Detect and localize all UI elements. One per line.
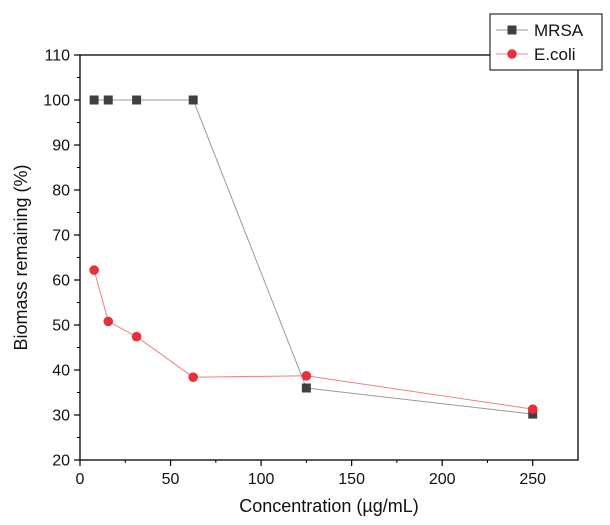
data-point-e-coli	[131, 331, 142, 342]
y-tick-label: 20	[52, 453, 70, 470]
legend-label-e-coli: E.coli	[534, 45, 576, 64]
legend: MRSA E.coli	[489, 13, 603, 71]
x-tick-label: 200	[429, 471, 456, 488]
data-point-e-coli	[89, 265, 99, 275]
data-point-e-coli	[527, 404, 538, 414]
x-tick-label: 150	[338, 471, 365, 488]
data-point-e-coli	[301, 371, 312, 381]
series-mrsa	[89, 95, 538, 419]
x-tick-label: 100	[248, 471, 275, 488]
y-tick-label: 60	[52, 273, 70, 290]
y-axis: 20 30 40 50 60 70 80 90 100 110	[43, 48, 80, 470]
y-axis-title: Biomass remaining (%)	[11, 164, 31, 350]
data-point-mrsa	[132, 95, 142, 105]
data-point-e-coli	[188, 372, 198, 383]
data-point-mrsa	[528, 409, 538, 419]
y-tick-label: 110	[44, 48, 70, 65]
y-tick-label: 40	[52, 363, 70, 380]
legend-marker-e-coli	[507, 49, 517, 59]
series-layer	[89, 95, 538, 419]
legend-box	[489, 13, 603, 71]
series-line-mrsa	[94, 99, 533, 415]
data-point-e-coli	[103, 316, 114, 327]
legend-marker-mrsa	[507, 25, 517, 35]
x-tick-label: 0	[76, 471, 85, 488]
series-e-coli	[89, 265, 538, 414]
x-tick-label: 250	[519, 471, 546, 488]
x-axis-title: Concentration (µg/mL)	[239, 496, 418, 516]
y-tick-label: 100	[43, 93, 70, 110]
y-tick-label: 80	[52, 183, 70, 200]
y-tick-label: 90	[52, 138, 70, 155]
y-tick-label: 30	[52, 408, 70, 425]
legend-label-mrsa: MRSA	[534, 21, 584, 40]
data-point-mrsa	[301, 383, 311, 393]
x-axis: 0 50 100 150 200 250	[76, 460, 546, 488]
x-tick-label: 50	[162, 471, 180, 488]
plot-border	[79, 54, 579, 461]
plot-area	[79, 54, 579, 461]
data-point-mrsa	[188, 95, 198, 105]
y-tick-label: 50	[52, 318, 70, 335]
series-line-e-coli	[93, 269, 533, 410]
data-point-mrsa	[89, 95, 99, 105]
y-tick-label: 70	[52, 228, 70, 245]
data-point-mrsa	[103, 95, 113, 105]
